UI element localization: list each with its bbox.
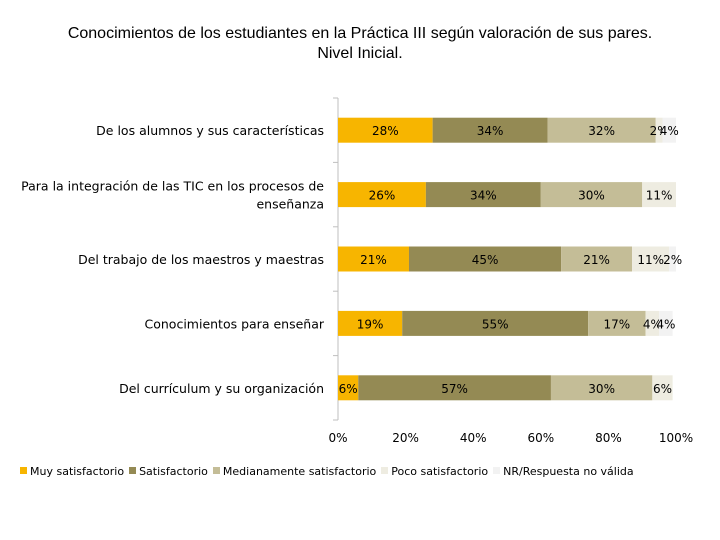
bar-segment-medianamente-satisfactorio bbox=[561, 246, 633, 272]
bar-segment-poco-satisfactorio bbox=[655, 117, 663, 143]
x-tick-label: 0% bbox=[328, 431, 347, 445]
bar-segment-nr-respuesta-no-v-lida bbox=[669, 246, 676, 272]
legend-swatch bbox=[493, 467, 501, 474]
category-label: De los alumnos y sus características bbox=[96, 123, 324, 138]
data-label: 34% bbox=[477, 124, 504, 138]
bar-segment-satisfactorio bbox=[432, 117, 548, 143]
bar-segment-satisfactorio bbox=[402, 310, 589, 336]
bar-segment-poco-satisfactorio bbox=[642, 182, 676, 208]
bar-segment-satisfactorio bbox=[408, 246, 562, 272]
category-label: Del currículum y su organización bbox=[119, 381, 324, 396]
legend-swatch bbox=[20, 467, 27, 474]
category-label: Del trabajo de los maestros y maestras bbox=[78, 252, 324, 267]
category-label-line: Para la integración de las TIC en los pr… bbox=[21, 179, 324, 194]
data-label: 4% bbox=[660, 124, 679, 138]
bar-segment-medianamente-satisfactorio bbox=[547, 117, 656, 143]
x-tick-label: 80% bbox=[595, 431, 622, 445]
data-label: 4% bbox=[656, 317, 675, 331]
data-label: 17% bbox=[604, 317, 631, 331]
data-label: 21% bbox=[360, 253, 387, 267]
bar-segment-muy-satisfactorio bbox=[338, 310, 403, 336]
category-label-line: Del trabajo de los maestros y maestras bbox=[78, 252, 324, 267]
data-label: 6% bbox=[653, 382, 672, 396]
data-label: 45% bbox=[472, 253, 499, 267]
data-label: 32% bbox=[588, 124, 615, 138]
bar-segment-medianamente-satisfactorio bbox=[588, 310, 646, 336]
data-label: 34% bbox=[470, 189, 497, 203]
bar-segment-medianamente-satisfactorio bbox=[540, 182, 643, 208]
category-label-line: Conocimientos para enseñar bbox=[145, 316, 325, 331]
bar-segment-satisfactorio bbox=[425, 182, 541, 208]
chart-title: Conocimientos de los estudiantes en la P… bbox=[0, 24, 720, 64]
bar-segment-nr-respuesta-no-v-lida bbox=[659, 310, 673, 336]
bar-segment-muy-satisfactorio bbox=[338, 117, 433, 143]
data-label: 19% bbox=[357, 317, 384, 331]
legend-label: Satisfactorio bbox=[139, 465, 208, 478]
bar-segment-poco-satisfactorio bbox=[632, 246, 670, 272]
legend-item: Medianamente satisfactorio bbox=[212, 465, 377, 478]
bar-segment-muy-satisfactorio bbox=[338, 182, 426, 208]
x-tick-label: 20% bbox=[392, 431, 419, 445]
bar-segment-poco-satisfactorio bbox=[645, 310, 660, 336]
data-label: 21% bbox=[583, 253, 610, 267]
data-label: 4% bbox=[643, 317, 662, 331]
category-label-line: De los alumnos y sus características bbox=[96, 123, 324, 138]
legend-label: NR/Respuesta no válida bbox=[503, 465, 634, 478]
data-label: 6% bbox=[339, 382, 358, 396]
data-label: 28% bbox=[372, 124, 399, 138]
bar-segment-muy-satisfactorio bbox=[338, 246, 409, 272]
data-label: 2% bbox=[663, 253, 682, 267]
bar-segment-poco-satisfactorio bbox=[652, 375, 673, 401]
legend-label: Muy satisfactorio bbox=[30, 465, 125, 478]
data-label: 26% bbox=[369, 189, 396, 203]
legend-label: Medianamente satisfactorio bbox=[222, 465, 377, 478]
chart-title-line-1: Conocimientos de los estudiantes en la P… bbox=[67, 25, 653, 42]
data-label: 30% bbox=[588, 382, 615, 396]
chart-legend: Muy satisfactorio Satisfactorio Medianamen… bbox=[20, 465, 720, 478]
legend-swatch bbox=[129, 467, 137, 474]
bar-segment-medianamente-satisfactorio bbox=[550, 375, 653, 401]
category-label-line: Del currículum y su organización bbox=[119, 381, 324, 396]
category-label-line: enseñanza bbox=[256, 197, 324, 212]
legend-swatch bbox=[212, 467, 220, 474]
x-tick-label: 40% bbox=[460, 431, 487, 445]
legend-swatch bbox=[381, 467, 389, 474]
data-label: 57% bbox=[441, 382, 468, 396]
x-tick-label: 100% bbox=[659, 431, 693, 445]
category-label: Conocimientos para enseñar bbox=[145, 316, 325, 331]
chart-title-line-2: Nivel Inicial. bbox=[317, 45, 403, 62]
legend-item: Satisfactorio bbox=[129, 465, 208, 478]
data-label: 55% bbox=[482, 317, 509, 331]
legend-item: Muy satisfactorio bbox=[20, 465, 124, 478]
data-label: 30% bbox=[578, 189, 605, 203]
data-label: 11% bbox=[637, 253, 664, 267]
legend-item: NR/Respuesta no válida bbox=[493, 465, 634, 478]
legend-label: Poco satisfactorio bbox=[391, 465, 489, 478]
bar-segment-satisfactorio bbox=[358, 375, 551, 401]
bar-segment-nr-respuesta-no-v-lida bbox=[662, 117, 676, 143]
bar-segment-muy-satisfactorio bbox=[338, 375, 359, 401]
category-label: Para la integración de las TIC en los pr… bbox=[21, 179, 324, 212]
data-label: 11% bbox=[646, 189, 673, 203]
x-tick-label: 60% bbox=[527, 431, 554, 445]
legend-item: Poco satisfactorio bbox=[381, 465, 488, 478]
